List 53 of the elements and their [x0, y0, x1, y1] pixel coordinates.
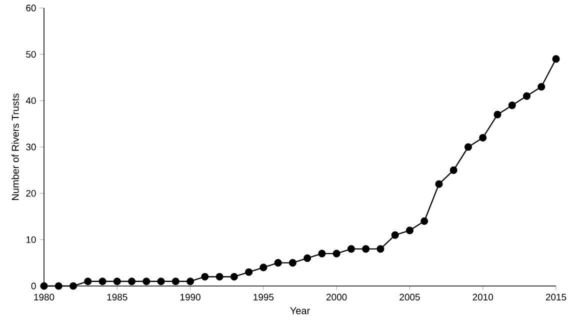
point	[157, 278, 165, 286]
point	[186, 278, 194, 286]
x-tick-label: 1995	[254, 294, 274, 300]
x-tick-label: 2015	[546, 294, 566, 300]
x-tick-label: 2000	[326, 294, 347, 300]
point	[552, 55, 560, 63]
point	[464, 143, 472, 151]
x-tick-label: 1980	[34, 294, 54, 300]
point	[318, 250, 326, 258]
point	[230, 272, 238, 281]
x-axis-title: Year	[290, 307, 310, 314]
point	[522, 92, 531, 100]
point	[288, 259, 296, 267]
y-tick-label: 20	[26, 190, 36, 197]
point	[362, 245, 370, 253]
y-tick-label: 50	[26, 50, 36, 58]
point	[538, 82, 546, 91]
y-axis-title: Number of Rivers Trusts	[12, 94, 19, 200]
point	[113, 278, 121, 286]
point	[391, 231, 399, 239]
y-tick-label: 0	[31, 282, 36, 290]
x-tick-label: 2005	[400, 294, 420, 300]
x-tick-label: 2010	[472, 294, 494, 300]
point	[172, 278, 180, 286]
point	[508, 102, 516, 110]
point	[260, 264, 268, 272]
point	[216, 272, 224, 281]
point	[406, 226, 414, 234]
point	[347, 245, 355, 253]
point	[40, 282, 48, 290]
point	[142, 278, 150, 286]
point	[450, 166, 458, 174]
point	[98, 278, 106, 286]
point	[435, 180, 443, 188]
point	[128, 278, 136, 286]
point	[84, 278, 92, 286]
point	[494, 110, 502, 118]
y-tick-label: 10	[26, 236, 36, 244]
x-tick-label: 1985	[107, 294, 128, 300]
point	[420, 217, 428, 225]
y-tick-label: 30	[26, 144, 36, 150]
y-tick-label: 40	[26, 97, 36, 104]
point	[304, 254, 312, 262]
point	[69, 282, 78, 290]
point	[332, 250, 340, 258]
point	[274, 259, 282, 267]
y-tick-label: 60	[26, 4, 36, 12]
point	[201, 272, 209, 281]
point	[54, 282, 62, 290]
point	[245, 268, 253, 276]
x-tick-label: 1990	[180, 294, 200, 300]
point	[479, 134, 487, 142]
point	[376, 245, 384, 253]
